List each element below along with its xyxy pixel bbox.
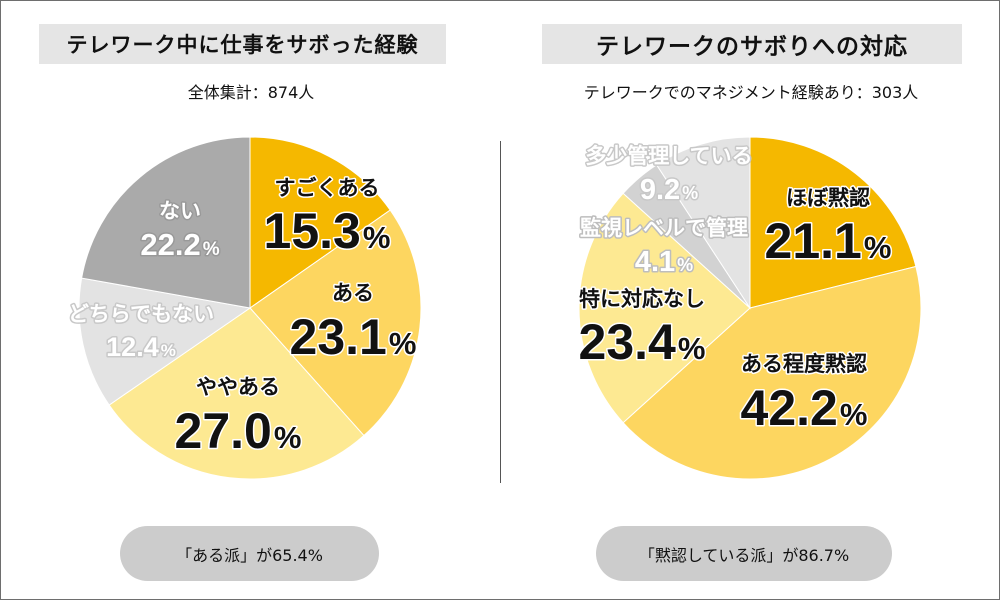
center-divider [500,141,501,483]
left-pie-slice-4 [81,136,251,309]
left-pie-slice-2-value: 27.0% [175,403,302,459]
left-chart-title: テレワーク中に仕事をサボった経験 [39,24,446,64]
left-summary-pill: 「ある派」が65.4% [120,526,379,581]
right-pie-label-2: 特に対応なし 23.4% [577,286,707,372]
right-pie-slice-4-value: 9.2% [640,174,698,206]
left-chart-subtitle: 全体集計：874人 [187,83,315,102]
left-pie-slice-1-name: ある [332,281,374,305]
right-summary-text: 「黙認している派」が86.7% [638,545,850,565]
left-pie-slice-0-value: 15.3% [264,203,391,259]
right-pie-label-0: ほぼ黙認 21.1% [763,185,893,271]
left-pie-slice-1 [249,209,422,437]
right-summary-pill: 「黙認している派」が86.7% [596,526,892,581]
right-pie-label-4: 多少管理している 9.2% [584,143,754,208]
right-pie-slice-2 [578,192,751,424]
left-pie-label-2: ややある 27.0% [173,374,303,461]
left-pie-label-0: すごくある 15.3% [262,175,392,261]
right-pie-slice-3-name: 監視レベルで管理 [580,216,748,240]
left-pie-slice-2 [108,307,365,480]
left-pie-slice-0-name: すごくある [275,176,380,200]
right-pie-slice-4-name: 多少管理している [585,144,752,168]
left-pie-slice-3 [78,277,252,406]
right-pie-slice-1 [622,265,922,480]
right-pie-label-1: ある程度黙認 42.2% [739,351,869,438]
right-pie-slice-1-value: 42.2% [741,380,868,436]
right-pie-slice-0-value: 21.1% [765,213,892,269]
right-pie-label-3: 監視レベルで管理 4.1% [579,215,750,280]
right-pie-slice-3-value: 4.1% [635,246,693,278]
right-pie-slice-2-name: 特に対応なし [579,287,705,311]
left-pie-slice-4-value: 22.2% [140,227,219,262]
left-pie-slice-3-name: どちらでもない [68,302,214,326]
left-pie-label-1: ある 23.1% [288,280,418,367]
left-pie-slice-1-value: 23.1% [290,309,417,365]
right-pie-slice-0-name: ほぼ黙認 [786,186,870,210]
right-chart-subtitle: テレワークでのマネジメント経験あり：303人 [583,83,919,102]
left-pie-slice-0 [249,136,391,309]
left-pie-label-4: ない 22.2% [139,198,221,264]
right-pie-slice-4 [655,136,751,310]
left-pie-slice-4-name: ない [159,199,201,223]
left-pie-slice-2-name: ややある [196,375,280,399]
left-pie-slice-3-value: 12.4% [106,332,176,362]
right-chart-title: テレワークのサボりへの対応 [542,24,962,64]
right-pie-slice-0 [749,136,917,309]
right-pie-slice-2-value: 23.4% [579,314,706,370]
right-pie-slice-1-name: ある程度黙認 [741,352,867,376]
left-summary-text: 「ある派」が65.4% [176,545,323,565]
left-pie-label-3: どちらでもない 12.4% [66,301,215,364]
